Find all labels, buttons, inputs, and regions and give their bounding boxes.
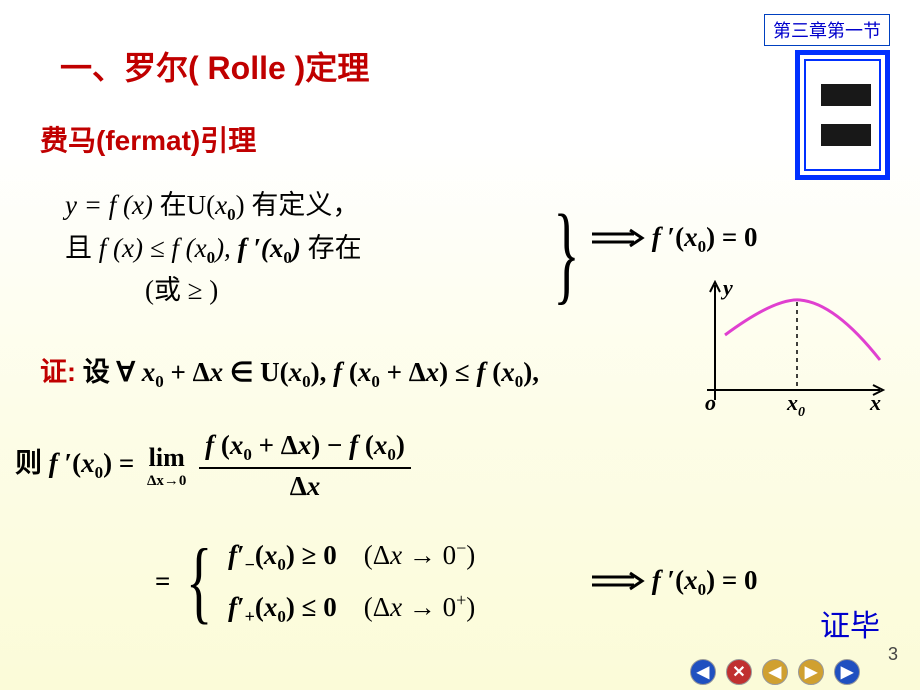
arrow-icon [590, 228, 645, 250]
right-brace-icon: } [553, 190, 579, 317]
nav-close-button[interactable]: ✕ [726, 659, 752, 685]
cond-line-3: (或 ≥ ) [145, 270, 545, 311]
conditions-block: y = f (x) 在U(x0) 有定义， 且 f (x) ≤ f (x0), … [65, 185, 545, 311]
lemma-title: 费马(fermat)引理 [40, 119, 880, 159]
implication-1: f ′(x0) = 0 [590, 222, 757, 257]
nav-next-button[interactable]: ▶ [834, 659, 860, 685]
arrow-icon [590, 571, 645, 593]
svg-text:y: y [720, 280, 733, 300]
case-line-1: f′−(x0) ≥ 0 (Δx → 0−) [228, 530, 475, 582]
case-line-2: f′+(x0) ≤ 0 (Δx → 0+) [228, 582, 475, 634]
svg-text:x: x [869, 390, 881, 415]
cond-line-1: y = f (x) 在U(x0) 有定义， [65, 185, 545, 228]
page-title: 一、罗尔( Rolle )定理 [60, 43, 880, 89]
nav-fwd-button[interactable]: ▶ [798, 659, 824, 685]
nav-prev-button[interactable]: ◀ [690, 659, 716, 685]
slide-root: 第三章第一节 一、罗尔( Rolle )定理 费马(fermat)引理 y = … [0, 0, 920, 690]
proof-line-1: 证: 设 ∀ x0 + Δx ∈ U(x0), f (x0 + Δx) ≤ f … [40, 350, 539, 392]
nav-back-button[interactable]: ◀ [762, 659, 788, 685]
cases-block: = { f′−(x0) ≥ 0 (Δx → 0−) f′+(x0) ≤ 0 (Δ… [155, 530, 475, 633]
nav-buttons: ◀ ✕ ◀ ▶ ▶ [690, 659, 860, 685]
chapter-label[interactable]: 第三章第一节 [764, 14, 890, 46]
svg-text:x0: x0 [786, 390, 805, 420]
derivative-definition: 则 f ′(x0) = lim Δx→0 f (x0 + Δx) − f (x0… [15, 430, 411, 502]
cond-line-2: 且 f (x) ≤ f (x0), f ′(x0) 存在 [65, 228, 545, 271]
fermat-graph: y o x0 x [705, 280, 890, 410]
implication-2: f ′(x0) = 0 [590, 565, 757, 600]
chapter-icon [795, 50, 890, 180]
svg-text:o: o [705, 390, 716, 415]
page-number: 3 [888, 644, 898, 665]
qed-label: 证毕 [820, 601, 880, 645]
